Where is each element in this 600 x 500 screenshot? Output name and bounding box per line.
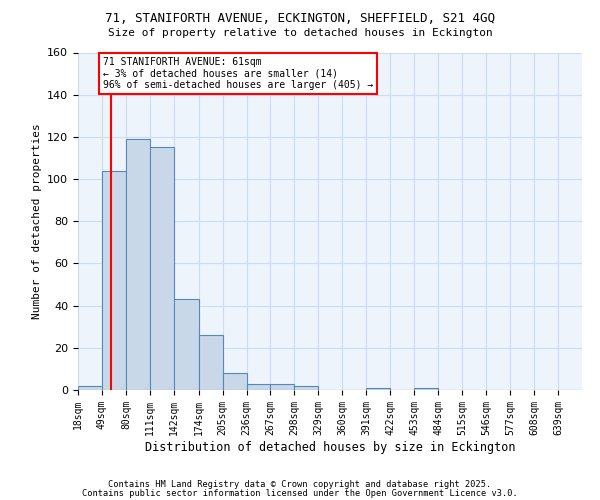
Bar bbox=[102, 170, 126, 390]
Bar bbox=[247, 384, 271, 390]
Bar bbox=[150, 148, 174, 390]
Bar bbox=[271, 384, 295, 390]
Bar bbox=[78, 386, 102, 390]
Bar bbox=[126, 139, 150, 390]
Bar bbox=[295, 386, 319, 390]
Bar bbox=[174, 300, 199, 390]
Text: Contains HM Land Registry data © Crown copyright and database right 2025.: Contains HM Land Registry data © Crown c… bbox=[109, 480, 491, 489]
Text: 71, STANIFORTH AVENUE, ECKINGTON, SHEFFIELD, S21 4GQ: 71, STANIFORTH AVENUE, ECKINGTON, SHEFFI… bbox=[105, 12, 495, 26]
Bar bbox=[223, 373, 247, 390]
X-axis label: Distribution of detached houses by size in Eckington: Distribution of detached houses by size … bbox=[145, 440, 515, 454]
Bar bbox=[367, 388, 390, 390]
Text: 71 STANIFORTH AVENUE: 61sqm
← 3% of detached houses are smaller (14)
96% of semi: 71 STANIFORTH AVENUE: 61sqm ← 3% of deta… bbox=[103, 56, 373, 90]
Bar bbox=[414, 388, 438, 390]
Y-axis label: Number of detached properties: Number of detached properties bbox=[32, 124, 41, 319]
Text: Contains public sector information licensed under the Open Government Licence v3: Contains public sector information licen… bbox=[82, 490, 518, 498]
Bar bbox=[199, 335, 223, 390]
Text: Size of property relative to detached houses in Eckington: Size of property relative to detached ho… bbox=[107, 28, 493, 38]
